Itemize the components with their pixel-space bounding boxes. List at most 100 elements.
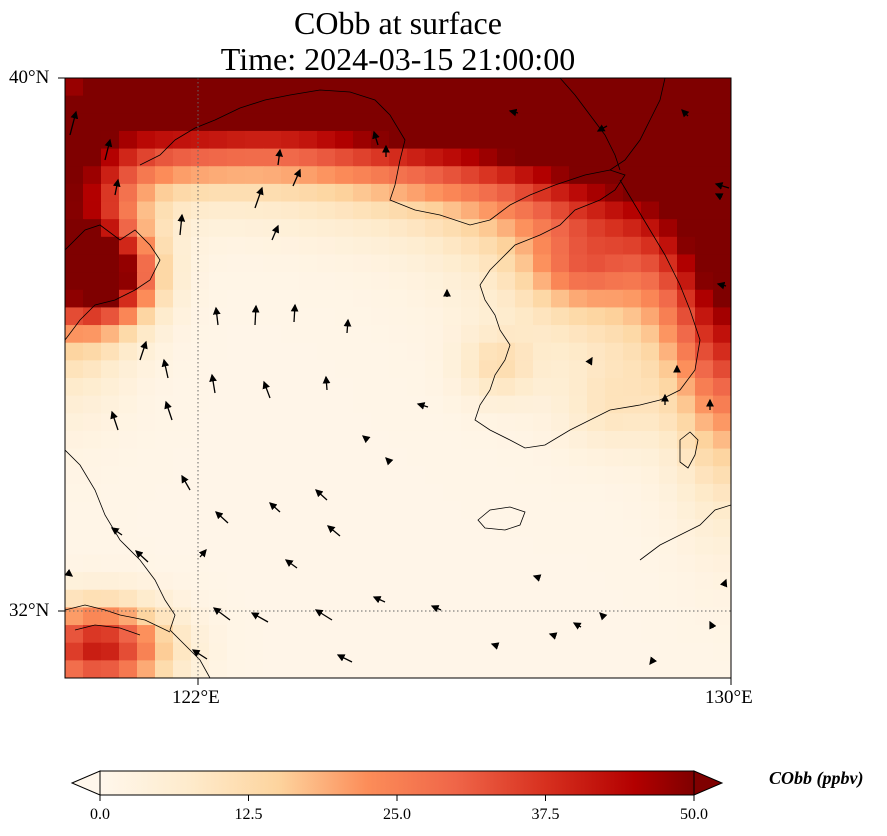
field-cell bbox=[101, 430, 120, 450]
field-cell bbox=[497, 413, 516, 432]
field-cell bbox=[317, 483, 336, 503]
field-cell bbox=[281, 625, 300, 644]
field-cell bbox=[407, 519, 426, 538]
field-cell bbox=[515, 342, 534, 361]
colorbar-tick-1: 12.5 bbox=[234, 806, 263, 823]
field-cell bbox=[173, 113, 192, 132]
field-cell bbox=[443, 466, 462, 485]
field-cell bbox=[299, 519, 318, 538]
wind-arrow bbox=[65, 568, 74, 577]
field-cell bbox=[479, 183, 498, 203]
field-cell bbox=[695, 395, 714, 414]
field-cell bbox=[245, 448, 264, 467]
field-cell bbox=[641, 113, 660, 132]
field-cell bbox=[641, 201, 660, 220]
field-cell bbox=[119, 113, 138, 132]
field-cell bbox=[83, 289, 102, 309]
field-cell bbox=[83, 130, 102, 150]
field-cell bbox=[641, 166, 660, 185]
field-cell bbox=[389, 413, 408, 432]
field-cell bbox=[65, 289, 84, 309]
field-cell bbox=[173, 413, 192, 432]
field-cell bbox=[263, 660, 282, 678]
field-cell bbox=[173, 342, 192, 361]
field-cell bbox=[173, 78, 192, 97]
field-cell bbox=[155, 130, 174, 150]
field-cell bbox=[65, 201, 84, 220]
field-cell bbox=[443, 130, 462, 150]
field-cell bbox=[623, 183, 642, 203]
field-cell bbox=[605, 589, 624, 609]
wind-arrow bbox=[198, 549, 207, 558]
field-cell bbox=[695, 183, 714, 203]
field-cell bbox=[335, 95, 354, 114]
field-cell bbox=[155, 113, 174, 132]
field-cell bbox=[389, 236, 408, 256]
field-cell bbox=[83, 78, 102, 97]
field-cell bbox=[713, 572, 731, 591]
field-cell bbox=[407, 360, 426, 379]
field-cell bbox=[119, 501, 138, 520]
field-cell bbox=[173, 254, 192, 273]
field-cell bbox=[173, 130, 192, 150]
field-cell bbox=[281, 219, 300, 238]
field-cell bbox=[263, 307, 282, 326]
field-cell bbox=[371, 572, 390, 591]
field-cell bbox=[389, 607, 408, 626]
wind-arrow bbox=[314, 609, 333, 621]
field-cell bbox=[623, 113, 642, 132]
field-cell bbox=[389, 130, 408, 150]
field-cell bbox=[713, 607, 731, 626]
field-cell bbox=[317, 430, 336, 450]
field-cell bbox=[713, 660, 731, 678]
field-cell bbox=[695, 483, 714, 503]
field-cell bbox=[587, 130, 606, 150]
field-cell bbox=[317, 519, 336, 538]
field-cell bbox=[353, 78, 372, 97]
field-cell bbox=[137, 148, 156, 167]
field-cell bbox=[317, 342, 336, 361]
field-cell bbox=[335, 148, 354, 167]
wind-arrow bbox=[139, 340, 148, 361]
field-cell bbox=[713, 483, 731, 503]
field-cell bbox=[461, 378, 480, 397]
field-cell bbox=[191, 342, 210, 361]
field-cell bbox=[263, 519, 282, 538]
field-cell bbox=[101, 113, 120, 132]
field-cell bbox=[371, 589, 390, 609]
field-cell bbox=[83, 236, 102, 256]
field-cell bbox=[245, 148, 264, 167]
field-cell bbox=[533, 254, 552, 273]
field-cell bbox=[641, 95, 660, 114]
field-cell bbox=[371, 113, 390, 132]
field-cell bbox=[209, 448, 228, 467]
field-cell bbox=[227, 554, 246, 573]
field-cell bbox=[191, 307, 210, 326]
field-cell bbox=[389, 254, 408, 273]
field-cell bbox=[461, 572, 480, 591]
field-cell bbox=[335, 78, 354, 97]
field-cell bbox=[533, 413, 552, 432]
field-cell bbox=[677, 78, 696, 97]
field-cell bbox=[641, 219, 660, 238]
field-cell bbox=[209, 483, 228, 503]
field-cell bbox=[191, 130, 210, 150]
field-cell bbox=[407, 95, 426, 114]
field-cell bbox=[569, 536, 588, 556]
field-cell bbox=[155, 625, 174, 644]
field-cell bbox=[443, 254, 462, 273]
field-cell bbox=[173, 554, 192, 573]
field-cell bbox=[641, 536, 660, 556]
field-cell bbox=[119, 272, 138, 291]
field-cell bbox=[209, 501, 228, 520]
field-cell bbox=[695, 607, 714, 626]
field-cell bbox=[191, 325, 210, 344]
field-cell bbox=[245, 483, 264, 503]
field-cell bbox=[335, 325, 354, 344]
field-cell bbox=[515, 360, 534, 379]
field-cell bbox=[497, 448, 516, 467]
field-cell bbox=[371, 466, 390, 485]
field-cell bbox=[623, 413, 642, 432]
field-cell bbox=[245, 342, 264, 361]
field-cell bbox=[65, 572, 84, 591]
